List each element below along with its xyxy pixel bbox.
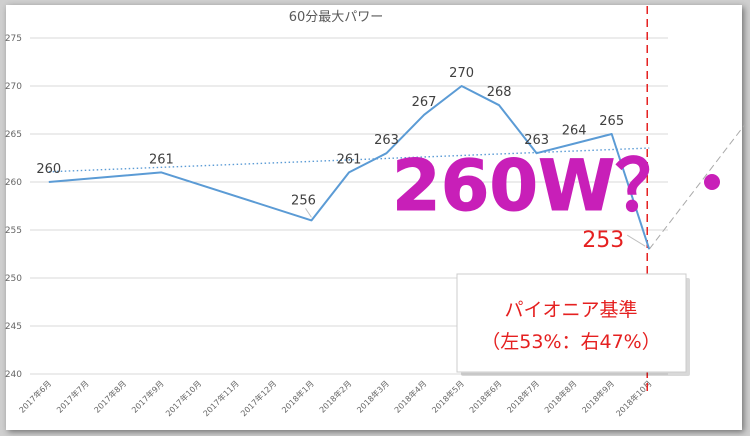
x-tick-label: 2017年8月 <box>92 378 128 414</box>
x-tick-label: 2017年12月 <box>238 378 278 418</box>
x-tick-label: 2018年5月 <box>430 378 466 414</box>
projection-line <box>648 124 746 250</box>
callout-box <box>456 273 687 373</box>
y-tick-label: 265 <box>5 130 22 140</box>
chart-title: 60分最大パワー <box>289 10 384 25</box>
x-tick-label: 2018年1月 <box>280 378 316 414</box>
data-label: 253 <box>582 228 624 253</box>
x-tick-label: 2018年2月 <box>317 378 353 414</box>
y-tick-label: 270 <box>5 82 22 92</box>
data-label: 270 <box>449 66 474 81</box>
data-label-leader <box>305 208 312 218</box>
y-tick-label: 260 <box>5 178 22 188</box>
data-label-leader <box>626 234 646 247</box>
data-label: 261 <box>149 152 174 167</box>
y-tick-label: 240 <box>5 370 22 380</box>
x-tick-label: 2017年6月 <box>17 378 53 414</box>
data-label: 268 <box>487 85 512 100</box>
x-tick-label: 2018年4月 <box>392 378 428 414</box>
x-tick-label: 2017年11月 <box>201 378 241 418</box>
x-tick-label: 2017年7月 <box>54 378 90 414</box>
data-label: 263 <box>374 133 399 148</box>
callout-line1: パイオニア基準 <box>504 299 637 321</box>
data-label: 256 <box>291 193 316 208</box>
data-label: 265 <box>599 114 624 129</box>
big-annotation: 260W？ <box>392 145 685 227</box>
y-tick-label: 245 <box>5 322 22 332</box>
data-label: 267 <box>412 95 437 110</box>
x-tick-label: 2018年7月 <box>505 378 541 414</box>
callout-line2: （左53%：右47%） <box>481 331 660 353</box>
x-tick-label: 2018年8月 <box>542 378 578 414</box>
x-tick-label: 2017年10月 <box>163 378 203 418</box>
data-label: 264 <box>562 124 587 139</box>
x-tick-label: 2018年6月 <box>467 378 503 414</box>
annotation-dot <box>704 174 720 190</box>
x-tick-label: 2017年9月 <box>129 378 165 414</box>
series-line <box>48 85 651 250</box>
x-tick-label: 2018年9月 <box>580 378 616 414</box>
y-tick-label: 275 <box>5 34 22 44</box>
y-tick-label: 255 <box>5 226 22 236</box>
data-label: 263 <box>524 133 549 148</box>
trendline <box>48 147 650 173</box>
data-label: 260 <box>36 162 61 177</box>
x-tick-label: 2018年3月 <box>355 378 391 414</box>
y-tick-label: 250 <box>5 274 22 284</box>
data-label: 261 <box>337 152 362 167</box>
